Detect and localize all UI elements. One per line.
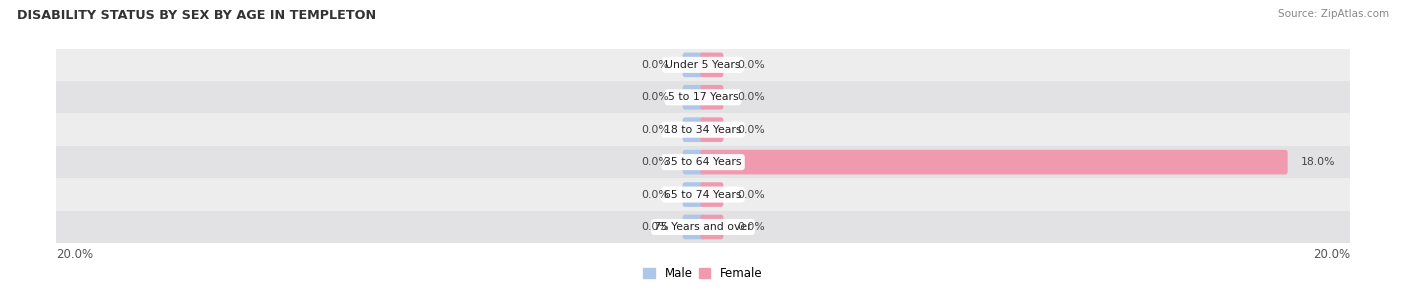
FancyBboxPatch shape (700, 117, 723, 142)
FancyBboxPatch shape (700, 215, 723, 239)
Text: 18.0%: 18.0% (1302, 157, 1336, 167)
Bar (56, 178, 1350, 211)
Text: 0.0%: 0.0% (641, 60, 669, 70)
FancyBboxPatch shape (700, 182, 723, 207)
Text: 0.0%: 0.0% (737, 190, 765, 199)
Text: 0.0%: 0.0% (737, 92, 765, 102)
Text: 35 to 64 Years: 35 to 64 Years (664, 157, 742, 167)
FancyBboxPatch shape (683, 53, 706, 77)
Text: 0.0%: 0.0% (641, 222, 669, 232)
Legend: Male, Female: Male, Female (644, 267, 762, 280)
FancyBboxPatch shape (700, 85, 723, 110)
Text: 18 to 34 Years: 18 to 34 Years (664, 125, 742, 135)
Text: 20.0%: 20.0% (1313, 248, 1350, 261)
FancyBboxPatch shape (683, 182, 706, 207)
Bar (56, 81, 1350, 113)
Text: 65 to 74 Years: 65 to 74 Years (664, 190, 742, 199)
Text: DISABILITY STATUS BY SEX BY AGE IN TEMPLETON: DISABILITY STATUS BY SEX BY AGE IN TEMPL… (17, 9, 375, 22)
Text: 75 Years and over: 75 Years and over (654, 222, 752, 232)
Bar (56, 49, 1350, 81)
FancyBboxPatch shape (683, 215, 706, 239)
Text: 0.0%: 0.0% (737, 125, 765, 135)
Text: Source: ZipAtlas.com: Source: ZipAtlas.com (1278, 9, 1389, 19)
Text: Under 5 Years: Under 5 Years (665, 60, 741, 70)
Bar (56, 113, 1350, 146)
FancyBboxPatch shape (700, 53, 723, 77)
FancyBboxPatch shape (683, 150, 706, 174)
Text: 0.0%: 0.0% (737, 60, 765, 70)
Text: 20.0%: 20.0% (56, 248, 93, 261)
FancyBboxPatch shape (700, 150, 1288, 174)
Text: 0.0%: 0.0% (641, 125, 669, 135)
Text: 0.0%: 0.0% (641, 157, 669, 167)
Text: 0.0%: 0.0% (641, 92, 669, 102)
Bar (56, 146, 1350, 178)
Text: 0.0%: 0.0% (641, 190, 669, 199)
FancyBboxPatch shape (683, 85, 706, 110)
FancyBboxPatch shape (683, 117, 706, 142)
Text: 0.0%: 0.0% (737, 222, 765, 232)
Bar (56, 211, 1350, 243)
Text: 5 to 17 Years: 5 to 17 Years (668, 92, 738, 102)
